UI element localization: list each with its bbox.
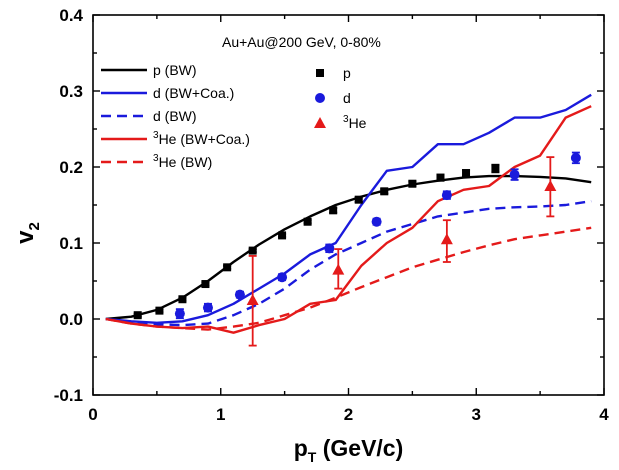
- data-point: [278, 231, 287, 240]
- x-tick-label: 0: [88, 405, 97, 424]
- collision-annotation: Au+Au@200 GeV, 0-80%: [222, 34, 381, 50]
- x-tick-label: 3: [472, 405, 481, 424]
- x-axis-title: pT (GeV/c): [294, 435, 404, 465]
- data-point: [246, 294, 259, 305]
- data-point: [509, 169, 520, 180]
- data-point: [380, 187, 389, 196]
- data-point: [408, 179, 417, 188]
- data-point: [544, 180, 557, 191]
- plot-frame: [92, 14, 605, 396]
- series-line: [105, 226, 592, 331]
- data-point: [491, 164, 500, 173]
- data-point: [202, 302, 213, 313]
- data-point: [201, 280, 210, 289]
- y-tick-label: 0.0: [59, 310, 83, 329]
- data-point: [178, 295, 187, 304]
- series-line: [105, 93, 592, 324]
- data-point: [174, 308, 185, 319]
- legend-label: p: [343, 65, 351, 81]
- data-point: [570, 152, 581, 163]
- y-tick-label: -0.1: [54, 386, 83, 405]
- x-tick-label: 4: [599, 405, 609, 424]
- y-tick-label: 0.2: [59, 158, 83, 177]
- data-point: [440, 233, 453, 245]
- series-line: [105, 200, 592, 327]
- x-axis-title-unit: (GeV/c): [316, 435, 403, 461]
- data-point: [436, 173, 445, 182]
- y-tick-label: 0.3: [59, 82, 83, 101]
- legend-label: 3He (BW): [153, 153, 212, 170]
- data-point: [324, 243, 335, 254]
- data-point: [441, 190, 452, 201]
- legend-label: 3He: [343, 114, 367, 131]
- legend-label: d: [343, 90, 351, 106]
- legend-label: d (BW+Coa.): [153, 85, 234, 101]
- y-axis-title-sub: 2: [26, 222, 43, 230]
- data-point: [155, 306, 164, 315]
- x-tick-label: 1: [216, 405, 225, 424]
- data-points: [133, 151, 581, 347]
- legend-label: d (BW): [153, 108, 197, 124]
- y-tick-label: 0.1: [59, 234, 83, 253]
- legend: p (BW) d (BW+Coa.) d (BW) 3He (BW+Coa.) 3He …: [101, 62, 367, 170]
- x-axis-title-sub: T: [308, 449, 317, 465]
- data-point: [223, 263, 232, 272]
- x-axis-title-main: p: [294, 435, 308, 461]
- data-point: [462, 169, 471, 178]
- y-axis-title-main: v: [12, 230, 39, 244]
- x-tick-label: 2: [344, 405, 353, 424]
- tick-labels: 0 1 2 3 4 -0.1 0.0 0.1 0.2 0.3 0.4: [54, 6, 610, 424]
- data-point: [277, 272, 288, 283]
- y-tick-label: 0.4: [59, 6, 83, 25]
- legend-label: p (BW): [153, 62, 197, 78]
- legend-marker: [315, 93, 325, 103]
- data-point: [248, 246, 257, 255]
- data-point: [329, 206, 338, 215]
- data-point: [371, 216, 382, 227]
- data-point: [234, 289, 245, 300]
- legend-marker: [314, 117, 326, 128]
- data-point: [354, 195, 363, 204]
- data-point: [332, 263, 345, 275]
- data-point: [133, 311, 142, 320]
- legend-label: 3He (BW+Coa.): [153, 130, 250, 147]
- data-point: [303, 217, 312, 226]
- legend-marker: [316, 69, 324, 77]
- y-axis-title: v2: [12, 222, 43, 244]
